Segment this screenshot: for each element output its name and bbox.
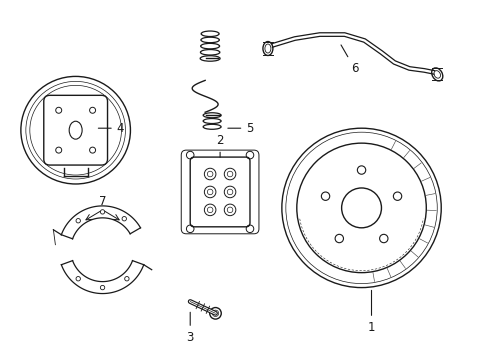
Text: 3: 3 (186, 312, 194, 344)
Text: 2: 2 (216, 134, 224, 157)
Text: 7: 7 (99, 195, 106, 208)
Text: 4: 4 (98, 122, 124, 135)
Text: 5: 5 (227, 122, 253, 135)
Text: 6: 6 (340, 45, 358, 75)
Text: 1: 1 (367, 291, 374, 334)
